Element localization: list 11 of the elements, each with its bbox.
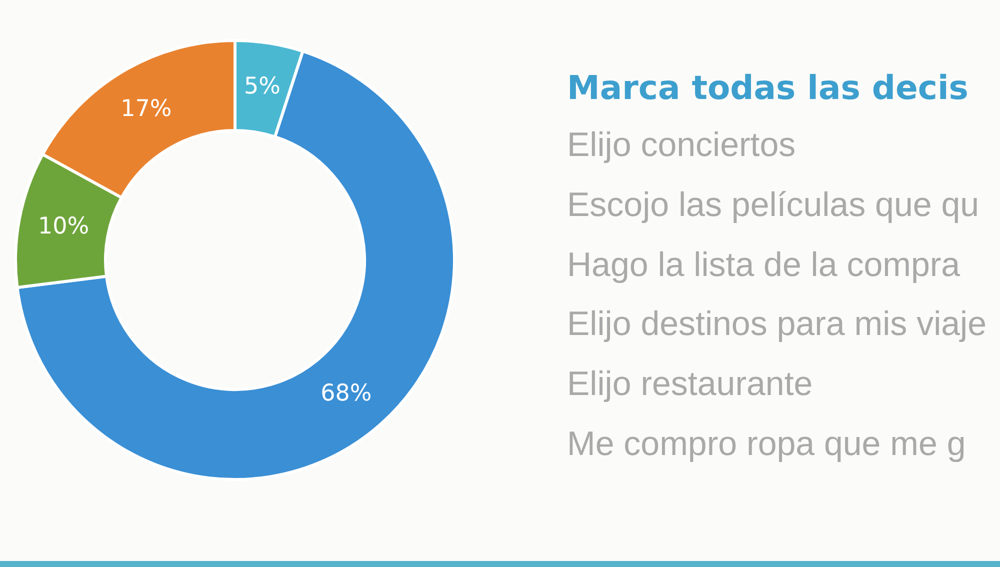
data-label: 5%: [244, 74, 281, 100]
text: Elijo restaurante: [567, 364, 814, 406]
data-label: 10%: [38, 213, 90, 240]
data-label: 68%: [320, 380, 372, 406]
data-label: 17%: [120, 96, 172, 122]
text: Marca todas las decis: [567, 68, 970, 108]
text: Escojo las películas que qu: [567, 184, 980, 226]
text: Elijo destinos para mis viaje: [567, 304, 988, 346]
text: Hago la lista de la compra: [567, 244, 962, 286]
text: Elijo conciertos: [567, 125, 797, 166]
text: Me compro ropa que me g: [567, 424, 967, 465]
